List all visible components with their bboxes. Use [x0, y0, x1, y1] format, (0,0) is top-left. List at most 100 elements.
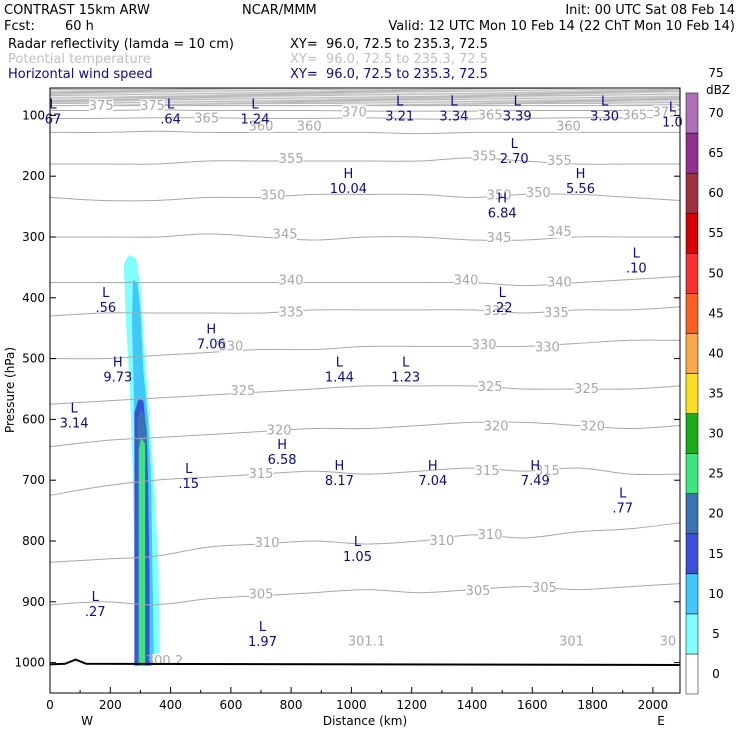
isentrope-365 [49, 117, 680, 120]
isentrope-label-bg [255, 535, 279, 549]
isentrope-label-bg [544, 306, 569, 319]
isentrope-label: 360 [556, 119, 581, 134]
isentrope-label: 340 [547, 276, 572, 291]
extremum-low-marker: L [92, 590, 100, 605]
y-tick-label: 1000 [14, 656, 45, 670]
extremum-high-marker: H [206, 322, 216, 337]
isentrope-330 [49, 339, 681, 360]
isentrope-310 [49, 522, 681, 563]
extremum-value: .64 [160, 112, 181, 127]
colorbar-cell [685, 253, 699, 294]
colorbar-cell [685, 573, 699, 615]
colorbar-cell [685, 172, 699, 214]
extremum-high-marker: H [576, 167, 586, 182]
extremum-low-marker: L [450, 94, 458, 109]
isentrope-label: 350 [526, 186, 551, 201]
isentrope-label: 330 [218, 339, 243, 354]
colorbar-label: 40 [708, 346, 723, 360]
isentrope-label: 375 [140, 99, 165, 114]
isentrope-label: 370 [342, 105, 367, 120]
isentrope-label-bg [487, 188, 512, 202]
x-tick-label: 800 [280, 698, 303, 712]
colorbar-cell [685, 373, 699, 414]
extremum-low-marker: L [259, 620, 267, 635]
y-tick-label: 100 [22, 108, 45, 122]
isentrope-label-bg [556, 119, 581, 133]
isentrope-label-bg [547, 225, 572, 239]
extremum-value: .77 [612, 502, 633, 517]
isentrope-label: 345 [273, 228, 298, 243]
colorbar-label: 30 [708, 427, 723, 441]
isentrope-label: 310 [255, 536, 280, 551]
x-tick-label: 1000 [336, 698, 367, 712]
isentrope-label: 340 [454, 274, 479, 289]
extremum-low-marker: L [402, 356, 410, 371]
plot-frame [49, 87, 681, 694]
colorbar-label: 50 [708, 266, 723, 280]
isentrope-label-bg [218, 339, 243, 353]
isentrope-label: 30 [660, 634, 677, 649]
wind-extrema-layer: L67L.64L1.24L3.21L3.34L3.39L3.30L1.0L2.7… [45, 94, 683, 650]
stratospheric-isentrope [49, 93, 681, 96]
extremum-value: 10.04 [330, 182, 367, 197]
isentrope-label: 301.1 [348, 634, 385, 649]
colorbar-cell [685, 613, 699, 655]
isentrope-label: 345 [547, 225, 572, 240]
y-tick-label: 600 [22, 412, 45, 426]
stratospheric-isentrope [49, 97, 681, 100]
field-xy-theta: XY= 96.0, 72.5 to 235.3, 72.5 [290, 52, 488, 67]
isentrope-label-bg [466, 583, 490, 597]
isentrope-label-bg [472, 338, 497, 352]
colorbar-label: 15 [708, 547, 723, 561]
extremum-value: 3.30 [590, 109, 619, 124]
extremum-value: 6.58 [268, 453, 297, 468]
x-axis-east-label: E [657, 714, 665, 728]
extremum-value: 3.21 [385, 109, 414, 124]
isentrope-label-bg [454, 273, 478, 287]
isentrope-label-bg [475, 464, 500, 478]
colorbar-cell [685, 413, 699, 454]
extremum-value: 9.73 [103, 371, 132, 386]
isentrope-label: 325 [574, 382, 599, 397]
colorbar-label: 75 [708, 66, 723, 80]
isentrope-label-bg [478, 527, 503, 541]
isentrope-label-bg [535, 340, 560, 354]
isentrope-label: 335 [279, 305, 304, 320]
extremum-value: 3.14 [60, 416, 89, 431]
y-tick-label: 800 [22, 534, 45, 548]
isentrope-label: 345 [487, 231, 512, 246]
extremum-low-marker: L [514, 94, 522, 109]
center-label: NCAR/MMM [242, 3, 317, 18]
extremum-low-marker: L [49, 97, 57, 112]
extremum-high-marker: H [497, 192, 507, 207]
x-axis-ticks: 0 200 400 600 800 1000 1200 1400 1600 1800 2000 [46, 687, 668, 712]
isentrope-label: 310 [429, 534, 454, 549]
stratospheric-isentrope [49, 96, 681, 99]
x-axis-west-label: W [81, 714, 93, 728]
x-tick-label: 1800 [577, 698, 608, 712]
isentrope-label-bg [652, 105, 677, 119]
extremum-value: 1.05 [343, 550, 372, 565]
isentrope-label-bg [354, 634, 379, 648]
colorbar-label: 5 [712, 627, 720, 641]
extremum-low-marker: L [251, 97, 259, 112]
isentrope-label-bg [574, 382, 599, 395]
isentrope-label-bg [279, 305, 304, 319]
extremum-high-marker: H [277, 438, 287, 453]
extremum-low-marker: L [70, 401, 78, 416]
extremum-low-marker: L [396, 94, 404, 109]
isentrope-label: 315 [475, 464, 500, 479]
fcst-label: Fcst: [4, 19, 35, 34]
isentrope-label: 330 [535, 341, 560, 356]
isentrope-label: 350 [487, 189, 512, 204]
colorbar-label: 25 [708, 467, 723, 481]
field-xy-reflectivity: XY= 96.0, 72.5 to 235.3, 72.5 [290, 37, 488, 52]
extremum-value: 5.56 [566, 182, 595, 197]
isentrope-305 [49, 583, 681, 606]
y-axis-title: Pressure (hPa) [3, 347, 17, 433]
extremum-low-marker: L [167, 97, 175, 112]
extremum-low-marker: L [354, 535, 362, 550]
x-tick-label: 200 [99, 698, 122, 712]
extremum-high-marker: H [344, 167, 354, 182]
